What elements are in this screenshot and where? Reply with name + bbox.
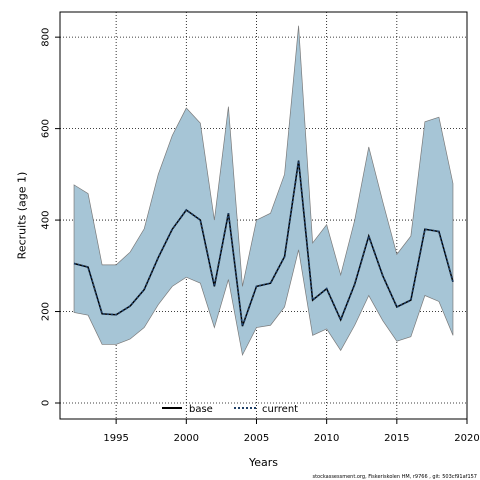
legend-label-current: current — [262, 404, 298, 415]
y-tick-label: 800 — [41, 28, 52, 47]
y-tick-label: 400 — [41, 211, 52, 230]
x-tick-label: 2015 — [384, 433, 409, 444]
x-tick-label: 2020 — [454, 433, 479, 444]
x-tick-label: 2005 — [244, 433, 269, 444]
footer-text: stockassessment.org, Fiskeriskolen HM, r… — [312, 474, 477, 480]
x-axis: 1995 2000 2005 2010 2015 2020 — [103, 419, 480, 444]
legend-label-base: base — [189, 404, 213, 415]
y-tick-label: 200 — [41, 302, 52, 321]
x-tick-label: 2000 — [174, 433, 199, 444]
x-axis-title: Years — [248, 456, 278, 469]
series-lines — [73, 160, 454, 327]
plot-frame — [59, 11, 468, 420]
y-axis: 0 200 400 600 800 — [41, 28, 60, 406]
y-tick-label: 0 — [41, 400, 52, 406]
series-line-current — [73, 160, 454, 327]
y-tick-label: 600 — [41, 119, 52, 138]
legend: base current — [162, 404, 298, 415]
x-tick-label: 1995 — [103, 433, 128, 444]
x-tick-label: 2010 — [314, 433, 339, 444]
y-axis-title: Recruits (age 1) — [16, 172, 29, 260]
